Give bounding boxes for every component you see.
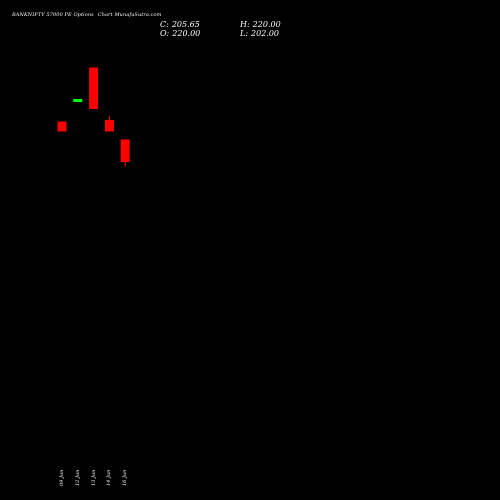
x-tick-label: 13 Jun [90,469,97,486]
candle-body-5 [120,139,130,163]
high-value: 220.00 [252,20,281,29]
x-tick-label: 12 Jun [74,469,81,486]
chart-title: BANKNIFTY 57000 PE Options Chart MunafaSu… [12,12,162,18]
open-readout: O: 220.00 [160,29,200,38]
open-value: 220.00 [172,29,201,38]
low-readout: L: 202.00 [240,29,279,38]
low-label: L: [240,29,249,38]
chart-subtitle: Chart MunafaSutra.com [97,12,162,18]
chart-title-main: BANKNIFTY 57000 PE Options [12,12,94,18]
close-label: C: [160,20,169,29]
candle-body-2 [73,99,83,102]
x-tick-label: 09 Jun [59,469,65,486]
high-readout: H: 220.00 [240,20,281,29]
close-readout: C: 205.65 [160,20,200,29]
high-label: H: [240,20,250,29]
x-tick-label: 16 Jun [122,469,129,486]
candle-body-4 [104,120,114,132]
open-label: O: [160,29,170,38]
candle-body-3 [89,67,99,109]
low-value: 202.00 [251,29,280,38]
close-value: 205.65 [171,20,200,29]
x-tick-label: 14 Jun [106,469,113,486]
candle-body-1 [57,121,67,132]
